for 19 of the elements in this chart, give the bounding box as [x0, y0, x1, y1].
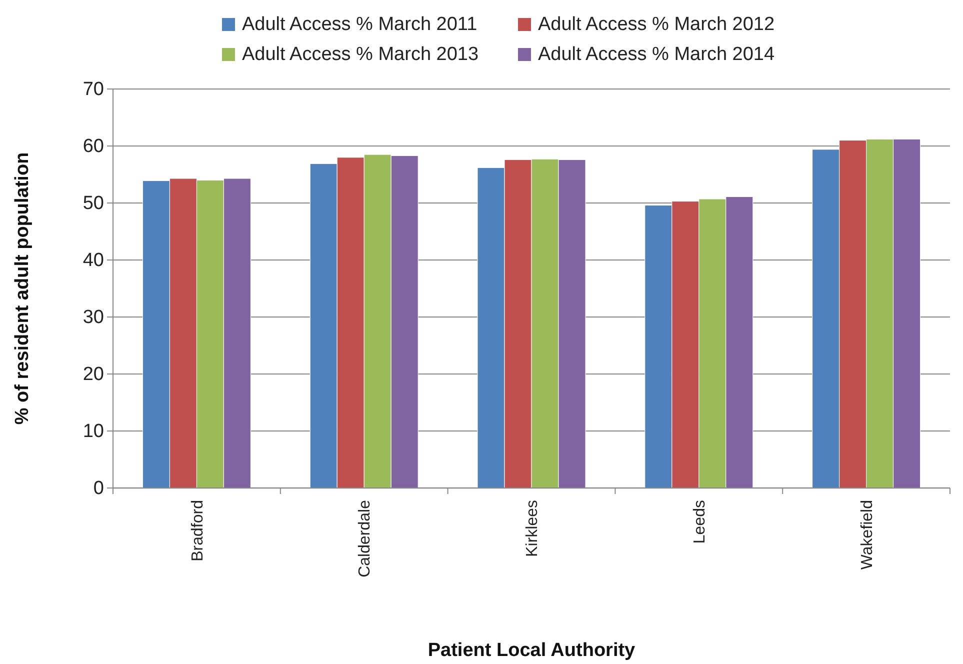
- legend-label: Adult Access % March 2013: [242, 44, 479, 65]
- legend-label: Adult Access % March 2014: [538, 44, 775, 65]
- x-tick-label: Leeds: [692, 500, 708, 544]
- x-tick-label: Wakefield: [858, 500, 876, 570]
- x-tick-label: Calderdale: [356, 500, 374, 578]
- y-tick-label: 50: [82, 193, 104, 214]
- y-axis-title: % of resident adult population: [12, 152, 33, 425]
- x-tick-label: Bradford: [189, 500, 206, 562]
- x-tick-label: Kirklees: [524, 500, 542, 557]
- legend-label: Adult Access % March 2012: [538, 14, 775, 35]
- y-tick-label: 30: [82, 307, 104, 328]
- y-tick-label: 10: [82, 421, 104, 442]
- legend-label: Adult Access % March 2011: [242, 14, 478, 35]
- x-axis-title: Patient Local Authority: [428, 640, 636, 661]
- y-tick-label: 20: [82, 364, 104, 386]
- y-tick-label: 0: [93, 478, 104, 500]
- y-tick-label: 60: [82, 136, 104, 158]
- y-tick-label: 40: [82, 250, 104, 272]
- y-tick-label: 70: [82, 79, 104, 100]
